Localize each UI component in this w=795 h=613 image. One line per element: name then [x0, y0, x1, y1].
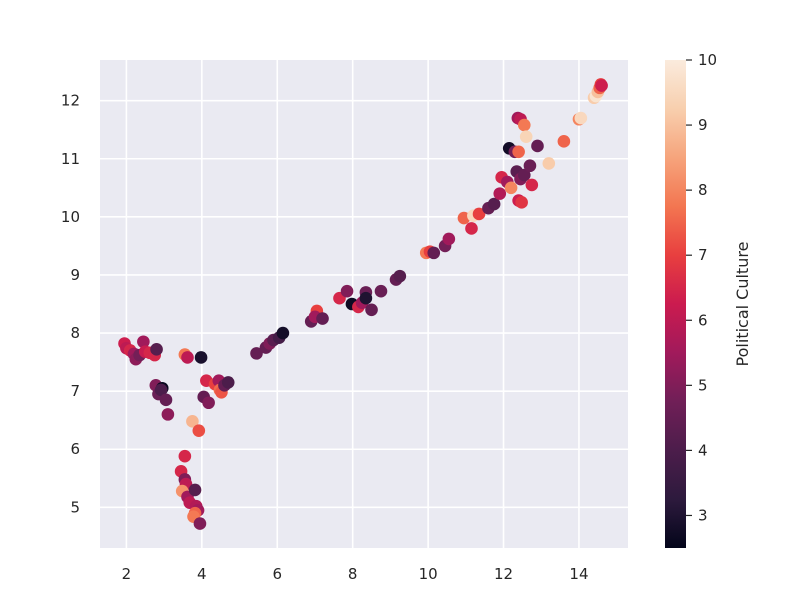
scatter-point: [557, 135, 571, 148]
scatter-point: [457, 211, 471, 225]
colorbar-tick-label: 9: [698, 116, 708, 134]
scatter-point: [531, 139, 544, 153]
x-tick-label: 2: [122, 565, 132, 583]
scatter-point: [525, 178, 539, 192]
scatter-point: [517, 118, 531, 132]
colorbar-ticks: 3 4 5 6 7 8 9 10: [686, 51, 717, 524]
scatter-point: [574, 111, 588, 125]
colorbar-tick-label: 8: [698, 181, 708, 199]
x-tick-label: 14: [569, 565, 588, 583]
scatter-point: [542, 157, 556, 170]
colorbar-tick-label: 10: [698, 51, 717, 69]
scatter-point: [523, 159, 537, 173]
scatter-point: [515, 196, 528, 209]
scatter-point: [161, 408, 175, 421]
colorbar-tick-label: 6: [698, 311, 708, 329]
scatter-point: [202, 396, 215, 410]
scatter-point: [188, 483, 202, 497]
scatter-point: [192, 424, 206, 437]
scatter-point: [186, 415, 199, 428]
colorbar-label: Political Culture: [733, 242, 752, 367]
scatter-point: [194, 351, 208, 364]
y-tick-label: 6: [70, 440, 80, 458]
scatter-point: [250, 347, 263, 360]
scatter-point: [442, 232, 456, 246]
y-tick-label: 8: [70, 324, 80, 342]
y-tick-label: 5: [70, 498, 80, 516]
scatter-point: [150, 343, 163, 356]
scatter-point: [276, 326, 290, 340]
scatter-point: [193, 517, 207, 530]
scatter-point: [365, 303, 378, 317]
scatter-point: [159, 393, 173, 407]
y-axis-tick-labels: 5 6 7 8 9 10 11 12: [61, 92, 80, 517]
scatter-point: [512, 145, 525, 159]
x-tick-label: 4: [197, 565, 207, 583]
scatter-point: [374, 284, 388, 298]
colorbar-tick-label: 3: [698, 506, 708, 524]
scatter-point: [517, 168, 531, 182]
y-tick-label: 10: [61, 208, 80, 226]
colorbar-tick-label: 7: [698, 246, 708, 264]
scatter-point: [465, 222, 478, 235]
colorbar-tick-label: 4: [698, 441, 708, 459]
x-axis-tick-labels: 2 4 6 8 10 12 14: [122, 565, 589, 583]
scatter-point: [393, 269, 407, 283]
data-points: [118, 78, 608, 530]
colorbar: [665, 60, 686, 548]
scatter-point: [340, 284, 354, 298]
scatter-point: [154, 383, 168, 397]
x-tick-label: 10: [419, 565, 438, 583]
scatter-point: [359, 291, 373, 305]
scatter-point: [316, 312, 329, 325]
y-tick-label: 9: [70, 266, 80, 284]
scatter-point: [472, 207, 486, 221]
x-tick-label: 12: [494, 565, 513, 583]
x-tick-label: 8: [348, 565, 358, 583]
x-tick-label: 6: [272, 565, 282, 583]
y-tick-label: 7: [70, 382, 80, 400]
scatter-point: [178, 449, 192, 463]
scatter-point: [519, 130, 533, 143]
scatter-point: [487, 197, 501, 211]
scatter-point: [137, 335, 150, 349]
scatter-point: [427, 246, 441, 260]
y-tick-label: 11: [61, 150, 80, 168]
colorbar-tick-label: 5: [698, 376, 708, 394]
scatter-point: [181, 351, 194, 364]
scatter-point: [221, 376, 235, 389]
y-tick-label: 12: [61, 92, 80, 110]
scatter-point: [493, 187, 507, 200]
scatter-point: [595, 79, 608, 92]
scatter-point: [504, 181, 518, 195]
